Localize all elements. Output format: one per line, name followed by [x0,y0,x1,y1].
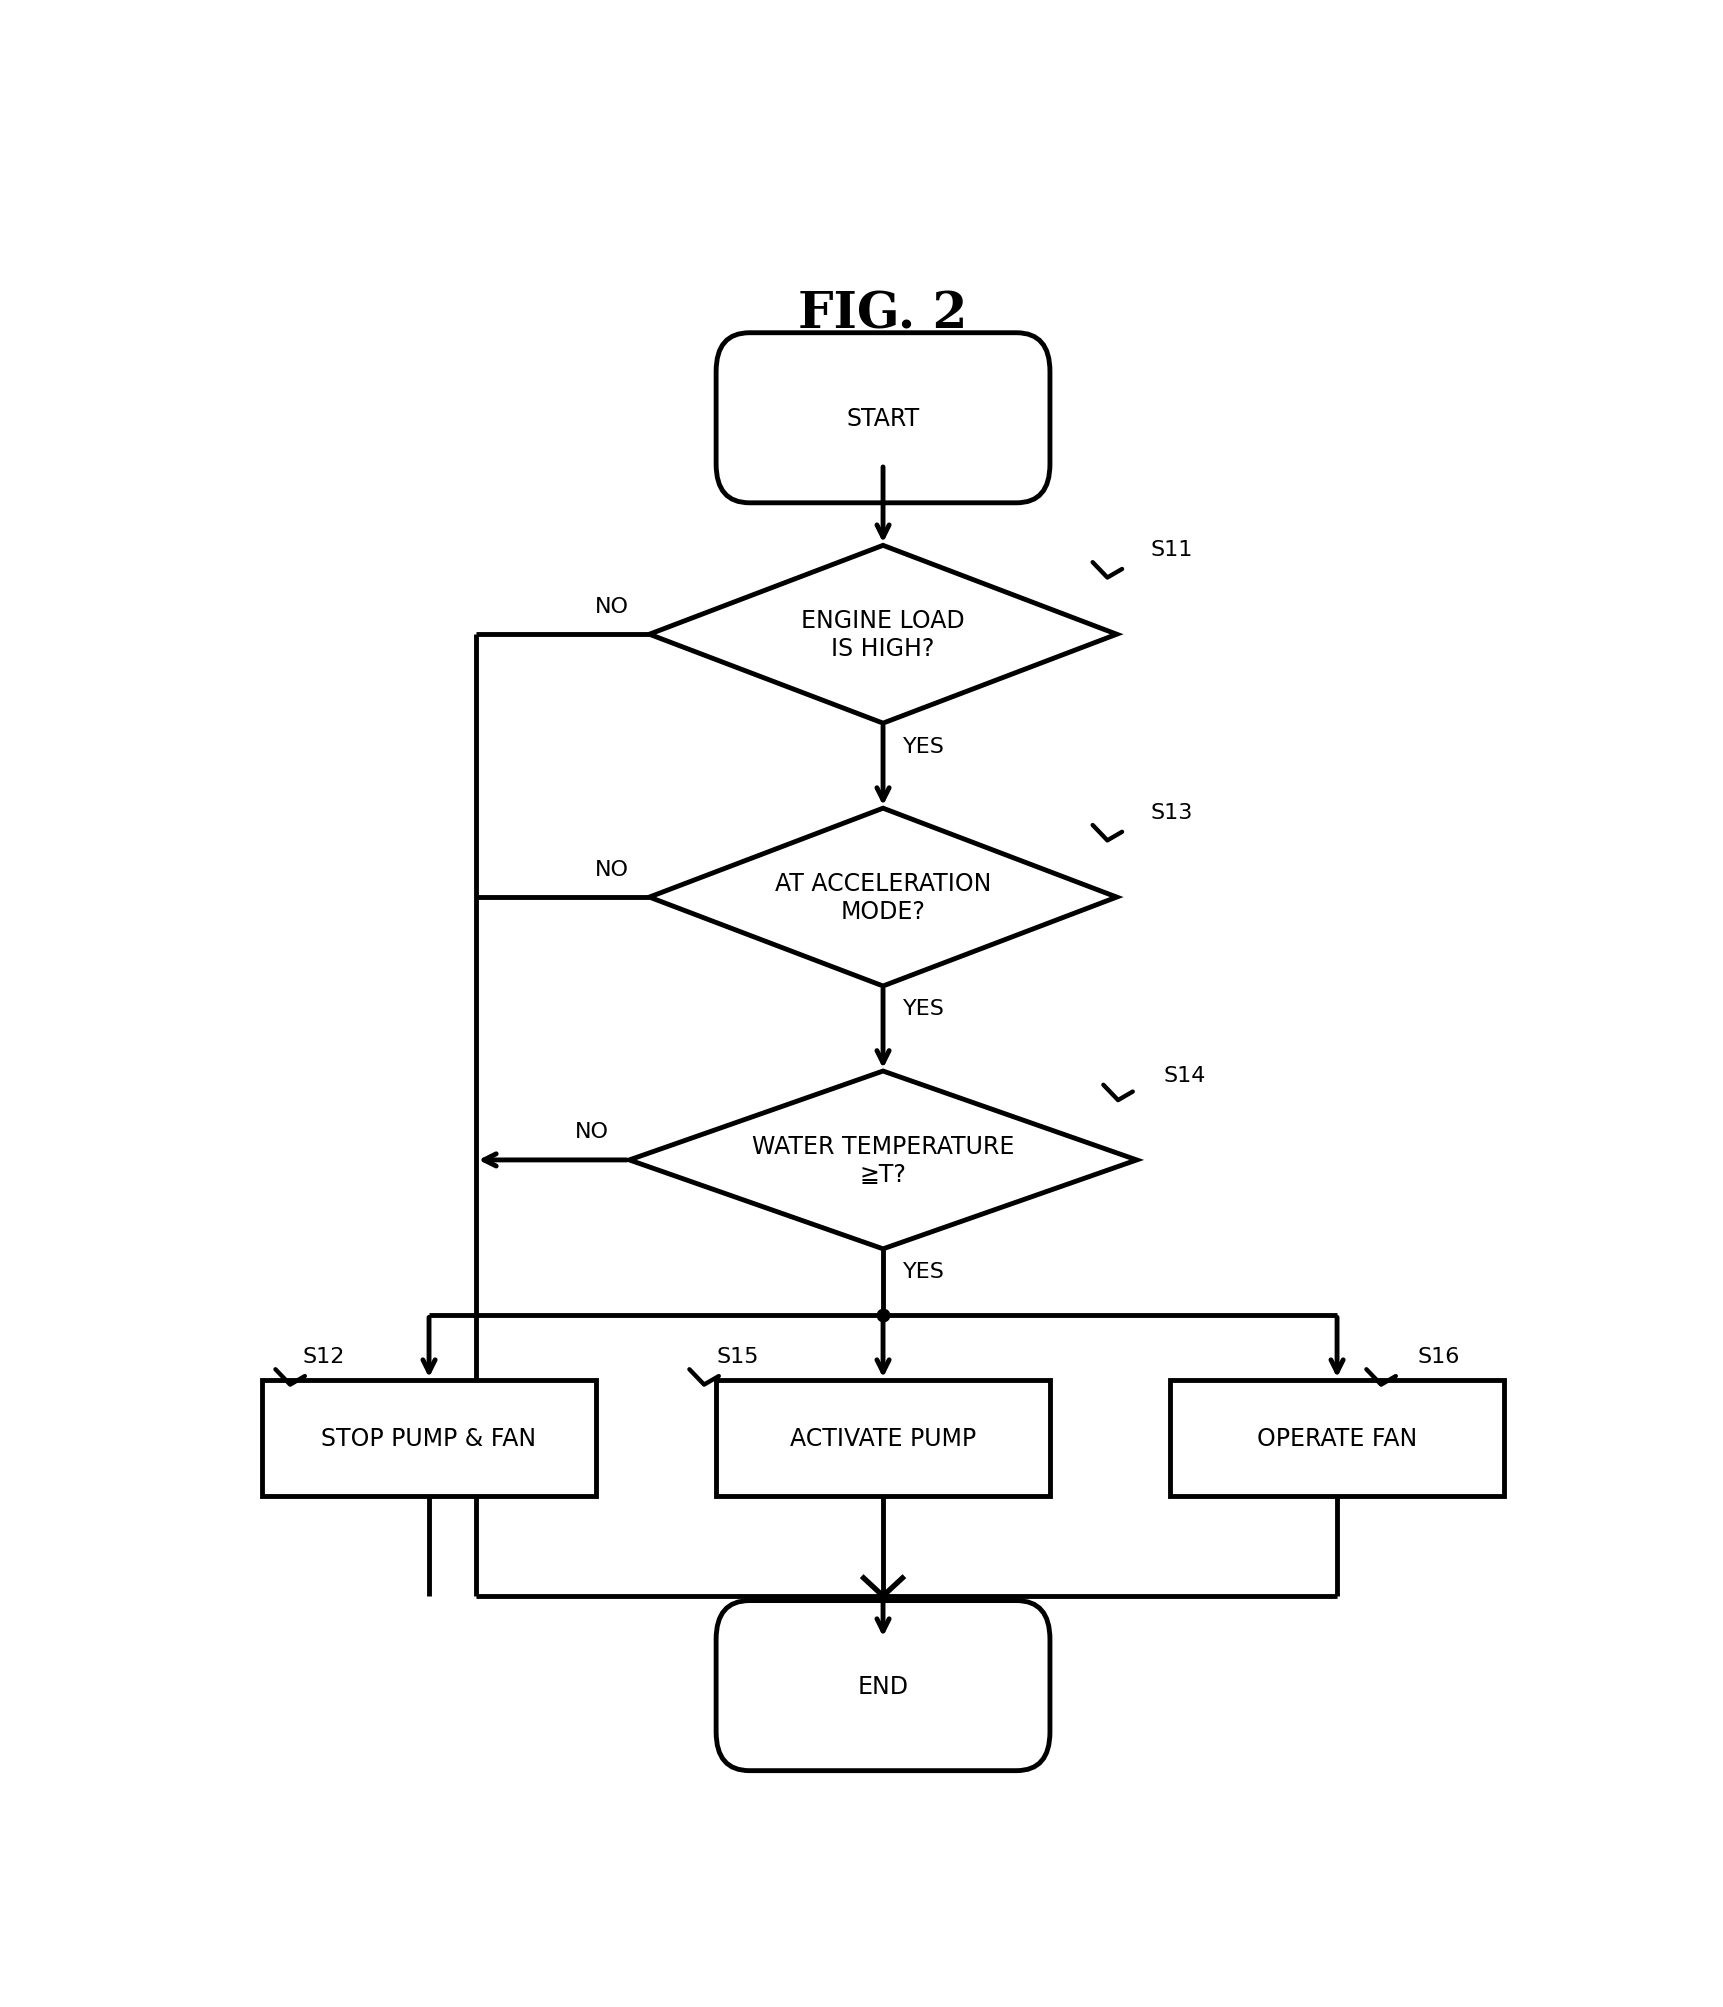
FancyBboxPatch shape [717,1602,1049,1770]
Text: WATER TEMPERATURE
≧T?: WATER TEMPERATURE ≧T? [751,1134,1015,1186]
Text: S15: S15 [717,1347,758,1367]
Text: AT ACCELERATION
MODE?: AT ACCELERATION MODE? [775,871,991,923]
Polygon shape [650,546,1117,725]
Text: NO: NO [596,859,629,879]
Text: NO: NO [575,1122,610,1142]
Text: YES: YES [903,1262,944,1282]
Text: S16: S16 [1416,1347,1459,1367]
Polygon shape [629,1072,1137,1248]
FancyBboxPatch shape [717,333,1049,504]
Bar [262,1381,596,1497]
Text: OPERATE FAN: OPERATE FAN [1256,1427,1418,1451]
Text: ACTIVATE PUMP: ACTIVATE PUMP [789,1427,977,1451]
Text: START: START [846,407,920,432]
Text: END: END [858,1674,908,1698]
Text: YES: YES [903,737,944,757]
Text: S14: S14 [1163,1066,1206,1086]
Text: NO: NO [596,596,629,616]
Polygon shape [650,809,1117,987]
Text: FIG. 2: FIG. 2 [798,291,968,339]
Bar [1170,1381,1504,1497]
Text: S13: S13 [1151,803,1192,823]
Text: S12: S12 [302,1347,345,1367]
Text: S11: S11 [1151,540,1192,560]
Text: ENGINE LOAD
IS HIGH?: ENGINE LOAD IS HIGH? [801,608,965,660]
Bar [717,1381,1049,1497]
Text: YES: YES [903,999,944,1020]
Text: STOP PUMP & FAN: STOP PUMP & FAN [322,1427,536,1451]
